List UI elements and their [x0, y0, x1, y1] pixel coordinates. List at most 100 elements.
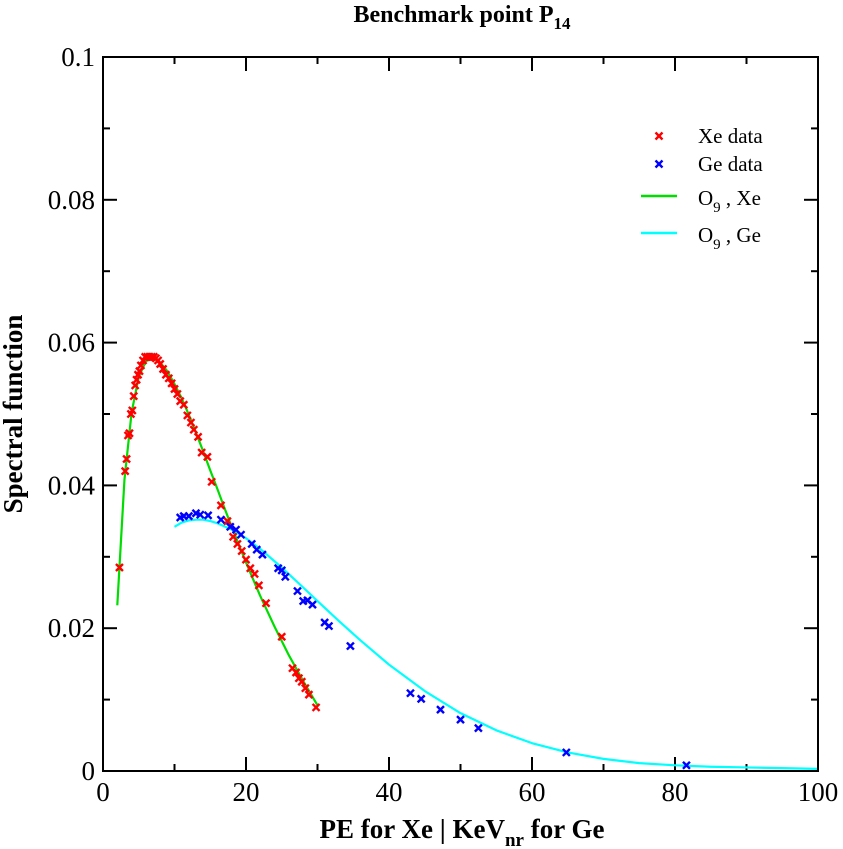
data-point [228, 532, 238, 542]
x-tick-label: 100 [798, 777, 839, 807]
data-point [184, 511, 194, 521]
data-point [250, 569, 259, 579]
plot-frame [102, 56, 819, 772]
data-point-stroke-b [175, 396, 185, 406]
data-point [129, 391, 139, 401]
x-axis-label-suffix: for Ge [524, 814, 604, 844]
legend-label-subscript: 9 [713, 200, 721, 216]
data-point [293, 586, 302, 596]
data-point [115, 563, 124, 572]
data-point-stroke-b [346, 641, 355, 651]
data-point [682, 760, 691, 770]
data-point-stroke-b [136, 361, 146, 370]
data-point-stroke-b [191, 508, 201, 518]
data-point [456, 715, 465, 724]
x-axis-label-subscript: nr [505, 830, 525, 849]
data-point-stroke-b [293, 586, 302, 596]
data-point-stroke-b [130, 381, 140, 390]
data-point [261, 598, 271, 608]
x-axis-label: PE for Xe | KeVnr for Ge [320, 814, 605, 849]
series-line-3 [173, 518, 819, 770]
data-point-stroke-b [135, 366, 144, 376]
data-point-stroke-b [197, 448, 207, 457]
chart-title-main: Benchmark point P [353, 2, 553, 28]
legend-marker [654, 131, 664, 141]
data-point [120, 466, 130, 476]
data-point-stroke-b [223, 516, 232, 526]
data-point-stroke-b [158, 364, 168, 374]
legend-item: O9 , Xe [641, 186, 761, 216]
data-point [193, 432, 203, 442]
data-point [164, 373, 174, 383]
data-point [308, 600, 317, 609]
data-point-stroke-b [280, 572, 290, 582]
data-point-stroke-b [122, 454, 131, 464]
data-point-stroke-b [179, 400, 189, 410]
legend-label-main: Xe data [698, 124, 763, 148]
legend-marker-stroke-b [654, 131, 664, 141]
data-point [304, 690, 314, 699]
data-point [186, 418, 196, 427]
legend-label-suffix: , Ge [721, 223, 761, 247]
data-point-stroke-b [184, 511, 194, 521]
data-point [170, 384, 179, 394]
data-point [195, 510, 205, 520]
legend-label-main: Ge data [698, 152, 763, 176]
data-point [130, 381, 140, 390]
data-point-stroke-b [189, 425, 199, 435]
data-point-stroke-b [164, 373, 174, 383]
data-point-stroke-b [561, 748, 571, 757]
data-point-stroke-b [247, 539, 257, 549]
data-point-stroke-b [132, 375, 141, 385]
data-point-stroke-b [170, 384, 179, 394]
data-point [236, 530, 246, 540]
data-point [127, 406, 137, 415]
data-point [346, 641, 355, 651]
data-point-stroke-b [216, 501, 226, 510]
data-point [406, 688, 415, 698]
data-point [277, 566, 287, 575]
data-point [225, 522, 235, 532]
data-point [136, 361, 146, 370]
data-point-stroke-b [241, 555, 251, 565]
data-point-stroke-b [193, 432, 203, 442]
data-point-stroke-b [261, 598, 271, 608]
data-point-stroke-b [406, 688, 415, 698]
data-point [167, 378, 176, 388]
data-point-stroke-b [291, 668, 301, 677]
x-axis-label-main: PE for Xe | KeV [320, 814, 506, 844]
data-point [125, 428, 134, 438]
x-tick-label: 40 [376, 777, 403, 807]
data-point-stroke-b [250, 569, 259, 579]
legend-label: Xe data [698, 124, 763, 148]
data-point-stroke-b [155, 359, 165, 369]
data-point [416, 694, 426, 704]
x-tick-label: 80 [662, 777, 689, 807]
data-point-stroke-b [203, 511, 213, 520]
data-point-stroke-b [456, 715, 465, 724]
data-point [233, 539, 242, 549]
data-point [216, 501, 226, 510]
data-point-stroke-b [233, 539, 242, 549]
legend-item: Ge data [654, 152, 763, 176]
data-point-stroke-b [203, 452, 212, 462]
data-point-stroke-b [129, 391, 139, 401]
data-point-stroke-b [120, 466, 130, 476]
legend-label-suffix: , Xe [721, 186, 761, 210]
data-point [122, 454, 131, 464]
data-point [297, 677, 307, 687]
data-point-stroke-b [308, 600, 317, 609]
chart-title: Benchmark point P14 [353, 2, 571, 33]
data-point [254, 581, 264, 590]
data-point [237, 546, 247, 556]
data-point-stroke-b [304, 690, 314, 699]
data-point [324, 621, 334, 631]
legend-marker-stroke-b [654, 159, 664, 169]
legend-label: O9 , Ge [698, 223, 761, 253]
x-tick-label: 0 [96, 777, 110, 807]
y-tick-label: 0.1 [61, 42, 95, 72]
data-point [474, 723, 483, 733]
data-point-stroke-b [324, 621, 334, 631]
data-point-stroke-b [277, 632, 287, 642]
data-point [291, 668, 301, 677]
